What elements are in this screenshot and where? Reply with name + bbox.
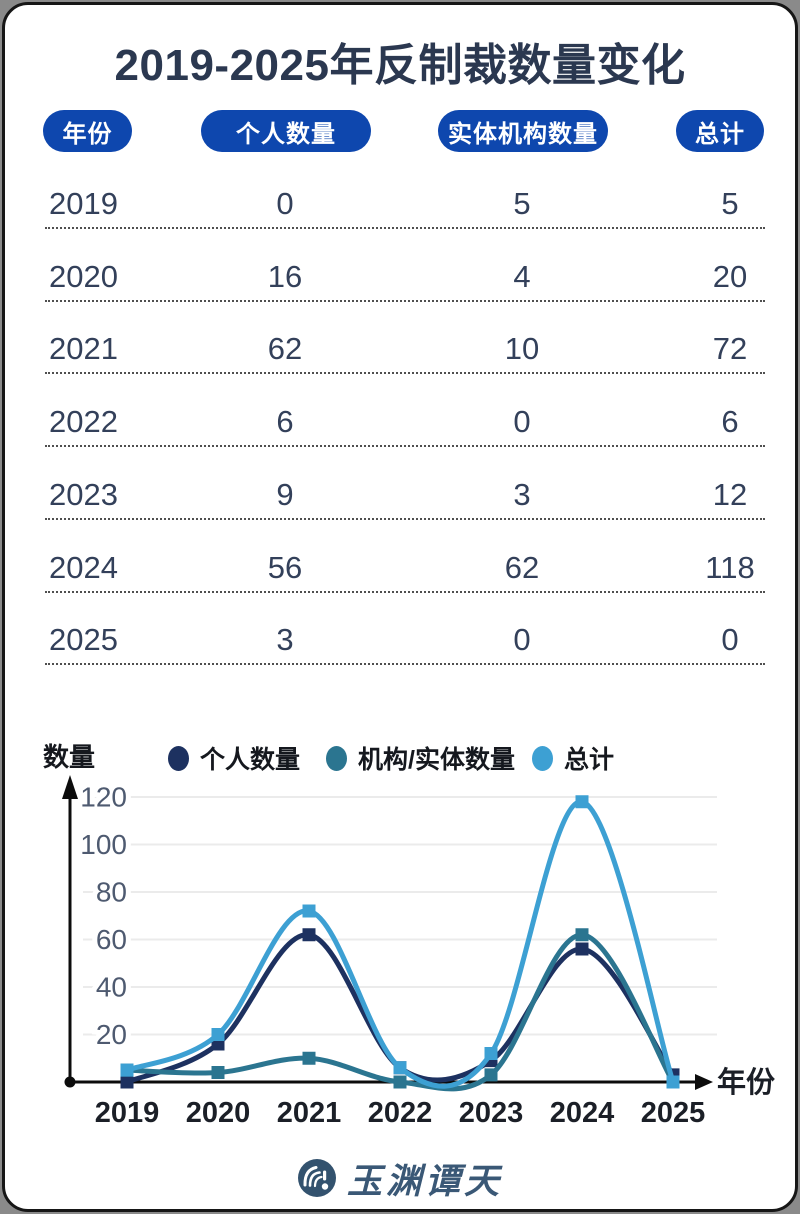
individual-count-cell: 16 <box>267 258 303 294</box>
data-point-marker <box>575 942 589 956</box>
individual-count-cell: 3 <box>276 622 294 658</box>
individual-count-cell: 9 <box>276 476 294 512</box>
entity-count-cell: 62 <box>504 549 540 585</box>
data-point-marker <box>120 1063 134 1077</box>
x-axis-title: 年份 <box>717 1065 775 1099</box>
x-tick-label: 2025 <box>641 1097 706 1129</box>
axis-origin-dot <box>64 1076 76 1088</box>
x-tick-label: 2021 <box>277 1097 342 1129</box>
total-cell: 5 <box>721 186 739 221</box>
table-row: 2019 0 5 5 <box>45 183 765 229</box>
year-cell: 2023 <box>49 476 118 512</box>
legend-label: 机构/实体数量 <box>358 746 515 774</box>
year-cell: 2022 <box>49 404 118 440</box>
footer-logo: 玉渊谭天 <box>5 1153 795 1203</box>
data-point-marker <box>484 1047 498 1060</box>
total-cell: 12 <box>712 476 748 512</box>
x-tick-label: 2020 <box>186 1097 251 1129</box>
total-cell: 20 <box>712 258 748 294</box>
header-pill-year: 年份 <box>43 110 132 152</box>
year-cell: 2021 <box>49 331 118 367</box>
brand-name: 玉渊谭天 <box>346 1160 503 1202</box>
brand-wave-icon <box>297 1159 336 1197</box>
data-point-marker <box>575 928 589 942</box>
series-line-0 <box>124 932 676 1085</box>
table-row: 2023 9 3 12 <box>45 474 765 520</box>
year-cell: 2020 <box>49 258 118 294</box>
entity-count-cell: 10 <box>504 331 540 367</box>
y-tick-label: 120 <box>80 782 127 813</box>
table-row: 2024 56 62 118 <box>45 547 765 593</box>
legend-label: 总计 <box>564 746 615 774</box>
legend-label: 个人数量 <box>200 746 301 774</box>
line-chart: 20 40 60 80 100 120 年份 2019 2020 2021 2022 2023 2024… <box>62 775 775 1129</box>
entity-count-cell: 4 <box>513 258 531 294</box>
total-cell: 118 <box>705 549 755 585</box>
y-tick-label: 20 <box>96 1019 127 1050</box>
legend-item-individual: 个人数量 <box>168 740 300 776</box>
year-cell: 2019 <box>49 186 118 221</box>
table-row: 2020 16 4 20 <box>45 256 765 302</box>
data-point-marker <box>120 1075 134 1089</box>
header-pill-individual-count: 个人数量 <box>201 110 371 152</box>
page-title: 2019-2025年反制裁数量变化 <box>114 41 686 90</box>
y-tick-label: 80 <box>96 877 127 908</box>
individual-count-cell: 0 <box>276 186 294 221</box>
y-axis-title: 数量 <box>43 742 96 772</box>
total-cell: 0 <box>721 622 739 658</box>
total-cell: 72 <box>712 331 748 367</box>
individual-count-cell: 6 <box>276 404 294 440</box>
entity-count-cell: 3 <box>513 476 531 512</box>
y-tick-label: 100 <box>80 829 127 860</box>
data-point-marker <box>211 1066 225 1079</box>
data-point-marker <box>666 1075 680 1089</box>
year-cell: 2024 <box>49 549 118 585</box>
legend-dot-entity-icon <box>326 745 347 771</box>
data-point-marker <box>302 904 316 918</box>
legend-dot-individual-icon <box>168 745 189 771</box>
table-row: 2021 62 10 72 <box>45 328 765 375</box>
data-point-marker <box>302 928 316 942</box>
entity-count-cell: 0 <box>513 622 531 658</box>
header-pill-total: 总计 <box>676 110 764 152</box>
table-row: 2025 3 0 0 <box>45 619 765 666</box>
year-cell: 2025 <box>49 622 118 658</box>
x-axis-arrow-icon <box>695 1074 713 1090</box>
legend-item-total: 总计 <box>532 740 614 776</box>
entity-count-cell: 0 <box>513 404 531 440</box>
data-point-marker <box>393 1061 407 1075</box>
individual-count-cell: 62 <box>267 331 303 367</box>
total-cell: 6 <box>721 404 739 440</box>
y-axis-arrow-icon <box>62 775 78 799</box>
header-pill-entity-count: 实体机构数量 <box>438 110 608 152</box>
y-tick-label: 60 <box>96 924 127 955</box>
data-point-marker <box>302 1051 316 1065</box>
x-tick-label: 2019 <box>95 1097 160 1129</box>
series-line-2 <box>124 799 676 1089</box>
legend-item-entity: 机构/实体数量 <box>326 740 515 776</box>
individual-count-cell: 56 <box>267 549 303 585</box>
y-tick-label: 40 <box>96 972 127 1003</box>
entity-count-cell: 5 <box>513 186 531 221</box>
data-point-marker <box>575 795 589 809</box>
table-row: 2022 6 0 6 <box>45 401 765 448</box>
legend-dot-total-icon <box>532 745 553 771</box>
data-point-marker <box>211 1028 225 1041</box>
data-point-marker <box>484 1068 498 1082</box>
data-point-marker <box>393 1075 407 1089</box>
x-tick-label: 2024 <box>550 1097 615 1129</box>
x-tick-label: 2023 <box>459 1097 524 1129</box>
x-tick-label: 2022 <box>368 1097 433 1129</box>
